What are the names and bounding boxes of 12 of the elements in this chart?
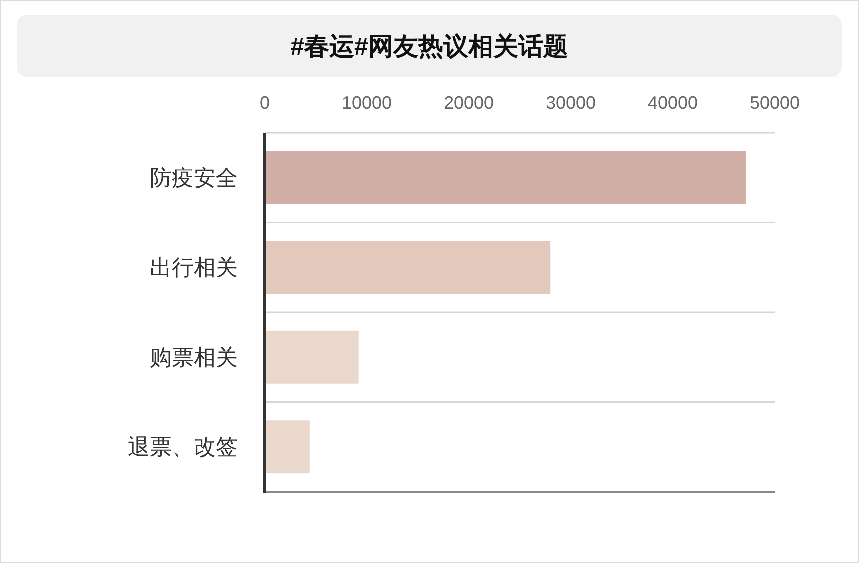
- x-tick-label: 20000: [444, 93, 494, 113]
- plot: 0 10000 20000 30000 40000 50000 防疫安全 出行相关 购票相关 退票、改签: [128, 93, 800, 493]
- y-tick-label: 退票、改签: [128, 434, 238, 460]
- x-tick-label: 10000: [342, 93, 392, 113]
- y-tick-label: 防疫安全: [150, 165, 238, 190]
- x-tick-label: 50000: [750, 93, 800, 113]
- title: #春运#网友热议相关话题: [290, 33, 568, 61]
- x-tick-label: 30000: [546, 93, 596, 113]
- x-tick-label: 40000: [648, 93, 698, 113]
- x-tick-label: 0: [260, 93, 270, 113]
- y-tick-label: 出行相关: [150, 255, 238, 280]
- y-tick-label: 购票相关: [150, 344, 238, 370]
